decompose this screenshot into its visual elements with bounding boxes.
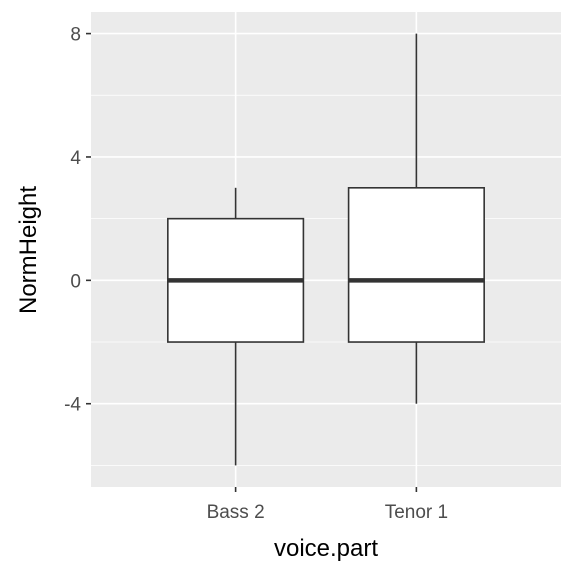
- box-iqr: [347, 187, 485, 343]
- y-tick-label: 4: [70, 148, 81, 169]
- box-bass-2: [167, 187, 305, 466]
- x-tick-label: Bass 2: [207, 502, 265, 523]
- y-axis-ticks: -4 0 4 8: [64, 25, 91, 416]
- y-axis-title: NormHeight: [15, 186, 42, 314]
- panel-background: [91, 12, 561, 487]
- x-axis-ticks: Bass 2 Tenor 1: [207, 487, 448, 523]
- y-tick-label: 0: [70, 271, 81, 292]
- y-tick-label: -4: [64, 395, 81, 416]
- x-tick-label: Tenor 1: [385, 502, 448, 523]
- boxes-layer: [167, 33, 485, 466]
- box-tenor-1: [347, 33, 485, 404]
- y-tick-label: 8: [70, 25, 81, 46]
- x-axis-title: voice.part: [274, 535, 378, 562]
